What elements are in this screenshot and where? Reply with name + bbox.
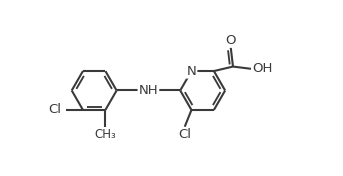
Text: Cl: Cl	[49, 103, 62, 117]
Text: N: N	[187, 65, 196, 78]
Text: CH₃: CH₃	[95, 128, 116, 141]
Text: OH: OH	[252, 62, 273, 75]
Text: NH: NH	[139, 84, 158, 97]
Text: O: O	[225, 34, 236, 47]
Text: Cl: Cl	[178, 128, 191, 141]
